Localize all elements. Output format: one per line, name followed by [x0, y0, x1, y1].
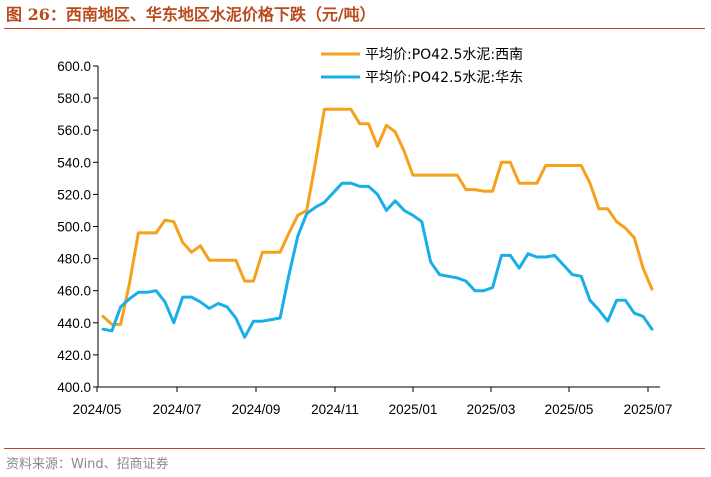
y-tick-label: 500.0	[57, 220, 91, 235]
y-tick-label: 580.0	[57, 91, 91, 106]
figure-title: 图 26：西南地区、华东地区水泥价格下跌（元/吨）	[6, 5, 376, 24]
y-tick-label: 400.0	[57, 380, 91, 395]
x-tick-label: 2025/03	[467, 402, 516, 417]
y-tick-label: 480.0	[57, 252, 91, 267]
legend-label-southwest: 平均价:PO42.5水泥:西南	[365, 47, 523, 63]
footer-rule	[4, 448, 705, 449]
legend-label-east: 平均价:PO42.5水泥:华东	[365, 70, 523, 86]
x-tick-label: 2025/01	[389, 402, 438, 417]
x-tick-label: 2025/05	[545, 402, 594, 417]
y-tick-label: 460.0	[57, 284, 91, 299]
series-line-east	[101, 181, 654, 339]
y-tick-label: 600.0	[57, 59, 91, 74]
source-note: 资料来源：Wind、招商证券	[6, 457, 169, 472]
series-line-southwest	[101, 107, 654, 326]
x-tick-label: 2024/07	[153, 402, 202, 417]
x-tick-label: 2024/11	[311, 402, 359, 417]
y-tick-label: 540.0	[57, 155, 91, 170]
x-tick-label: 2024/05	[73, 402, 122, 417]
y-tick-label: 560.0	[57, 123, 91, 138]
title-rule	[4, 28, 705, 29]
x-tick-label: 2024/09	[232, 402, 281, 417]
y-tick-label: 420.0	[57, 348, 91, 363]
y-tick-label: 520.0	[57, 187, 91, 202]
y-tick-label: 440.0	[57, 316, 91, 331]
x-tick-label: 2025/07	[624, 402, 673, 417]
